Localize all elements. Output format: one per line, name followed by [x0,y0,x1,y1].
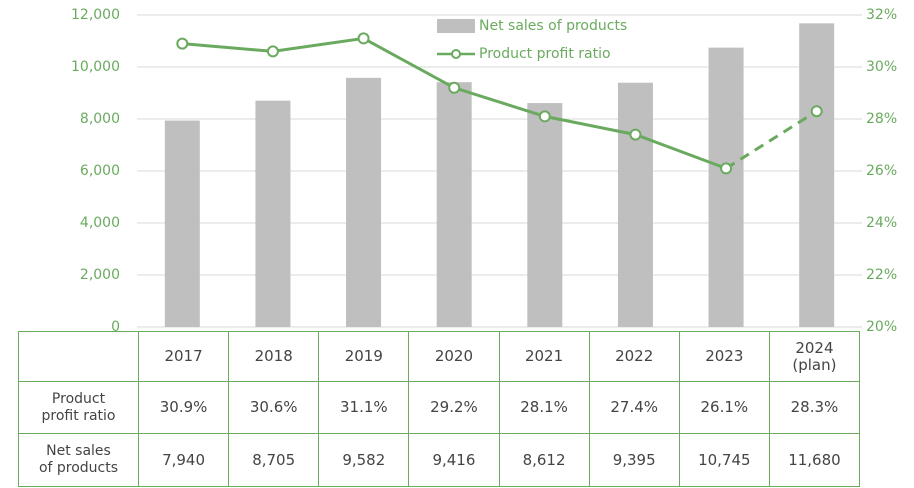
bar [164,120,200,327]
value-cell: 9,395 [588,433,680,487]
bar [708,47,744,327]
y2-tick-label: 20% [866,319,897,335]
value-cell: 8,705 [228,433,320,487]
bar [527,103,563,327]
line-marker [810,105,823,118]
line-marker [538,110,551,123]
legend-label: Product profit ratio [479,46,611,62]
value-cell: 10,745 [678,433,770,487]
category-cell: 2017 [137,331,230,382]
category-cell: 2024 (plan) [768,331,861,382]
line-marker [448,81,461,94]
y-tick-label: 0 [111,319,120,335]
value-cell: 9,582 [318,433,410,487]
y2-tick-label: 28% [866,111,897,127]
value-cell: 29.2% [408,381,500,434]
data-table: 2017 2018 2019 2020 2021 2022 2023 2024 (plan) P… [18,331,861,487]
category-cell: 2020 [408,331,500,382]
line-dashed [725,109,818,170]
y2-tick-label: 26% [866,163,897,179]
category-cell: 2023 [678,331,770,382]
value-cell: 28.1% [498,381,590,434]
value-cell: 7,940 [137,433,230,487]
legend-label: Net sales of products [479,18,627,34]
y-tick-label: 2,000 [80,267,120,283]
category-cell: 2022 [588,331,680,382]
legend-swatch [437,19,475,33]
category-cell: 2018 [228,331,320,382]
y-tick-label: 12,000 [71,7,120,23]
value-cell: 8,612 [498,433,590,487]
line-marker [266,45,279,58]
row-header: Net sales of products [18,433,139,487]
y-tick-label: 4,000 [80,215,120,231]
table-row: Product profit ratio 30.9% 30.6% 31.1% 29.2%… [18,381,861,434]
y2-tick-label: 30% [866,59,897,75]
y-tick-label: 6,000 [80,163,120,179]
y2-tick-label: 32% [866,7,897,23]
bar [617,82,653,327]
corner-cell [18,331,139,382]
category-cell: 2019 [318,331,410,382]
row-header: Product profit ratio [18,381,139,434]
y2-tick-label: 22% [866,267,897,283]
line-marker [176,37,189,50]
value-cell: 27.4% [588,381,680,434]
value-cell: 30.6% [228,381,320,434]
category-cell: 2021 [498,331,590,382]
line-marker [720,162,733,175]
value-cell: 28.3% [768,381,861,434]
table-row: Net sales of products 7,940 8,705 9,582 9,41… [18,433,861,487]
value-cell: 26.1% [678,381,770,434]
bar [346,77,382,327]
bar [255,100,291,327]
bar [799,23,835,327]
value-cell: 11,680 [768,433,861,487]
line-marker [357,32,370,45]
y-tick-label: 10,000 [71,59,120,75]
table-row: 2017 2018 2019 2020 2021 2022 2023 2024 (plan) [18,331,861,382]
bar [436,82,472,328]
line-marker [629,128,642,141]
y-tick-label: 8,000 [80,111,120,127]
value-cell: 9,416 [408,433,500,487]
value-cell: 30.9% [137,381,230,434]
value-cell: 31.1% [318,381,410,434]
legend-swatch [451,49,461,59]
y2-tick-label: 24% [866,215,897,231]
